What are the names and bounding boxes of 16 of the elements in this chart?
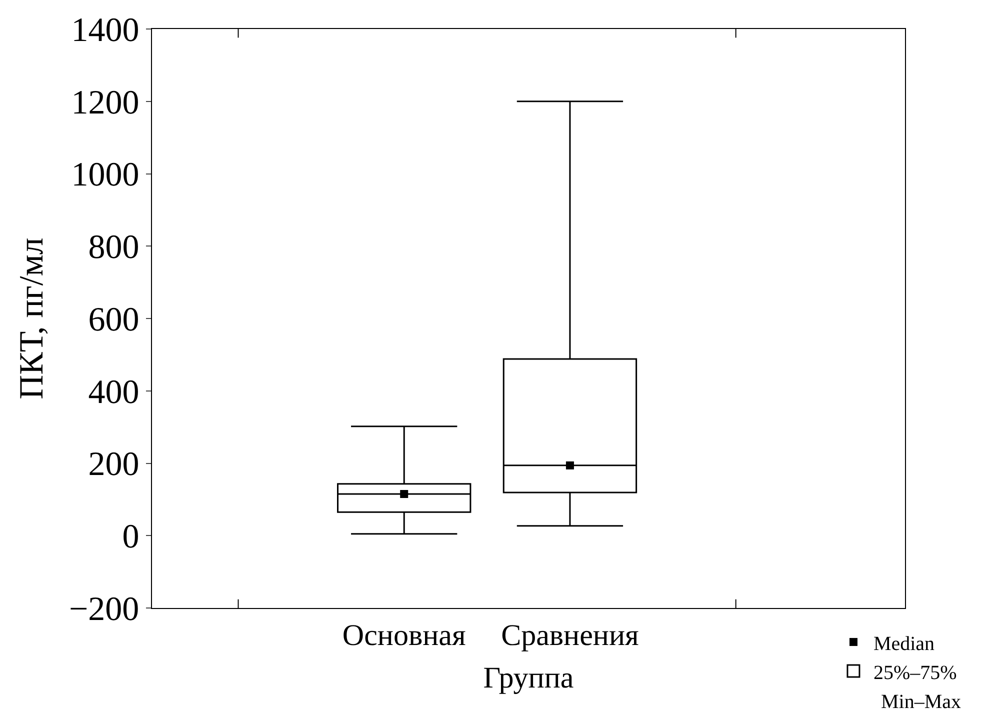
- x-tick-label: Сравнения: [501, 619, 640, 652]
- x-tick-label: Основная: [342, 619, 466, 652]
- y-tick-label: 1000: [71, 156, 140, 194]
- y-tick-label: 800: [88, 229, 140, 266]
- legend-label: 25%–75%: [873, 662, 957, 684]
- y-tick-label: 600: [88, 301, 140, 338]
- y-axis-title: ПКТ, пг/мл: [14, 238, 51, 400]
- y-tick-label: 0: [122, 518, 140, 556]
- x-axis-title: Группа: [483, 662, 574, 694]
- y-tick-label: −200: [69, 590, 140, 628]
- y-tick-label: 1400: [71, 12, 140, 49]
- legend-label: Median: [873, 632, 935, 655]
- text: Min–Max: [881, 691, 961, 713]
- y-tick-label: 400: [88, 374, 140, 411]
- y-tick-label: 1200: [71, 84, 140, 122]
- y-tick-label: 200: [88, 446, 140, 484]
